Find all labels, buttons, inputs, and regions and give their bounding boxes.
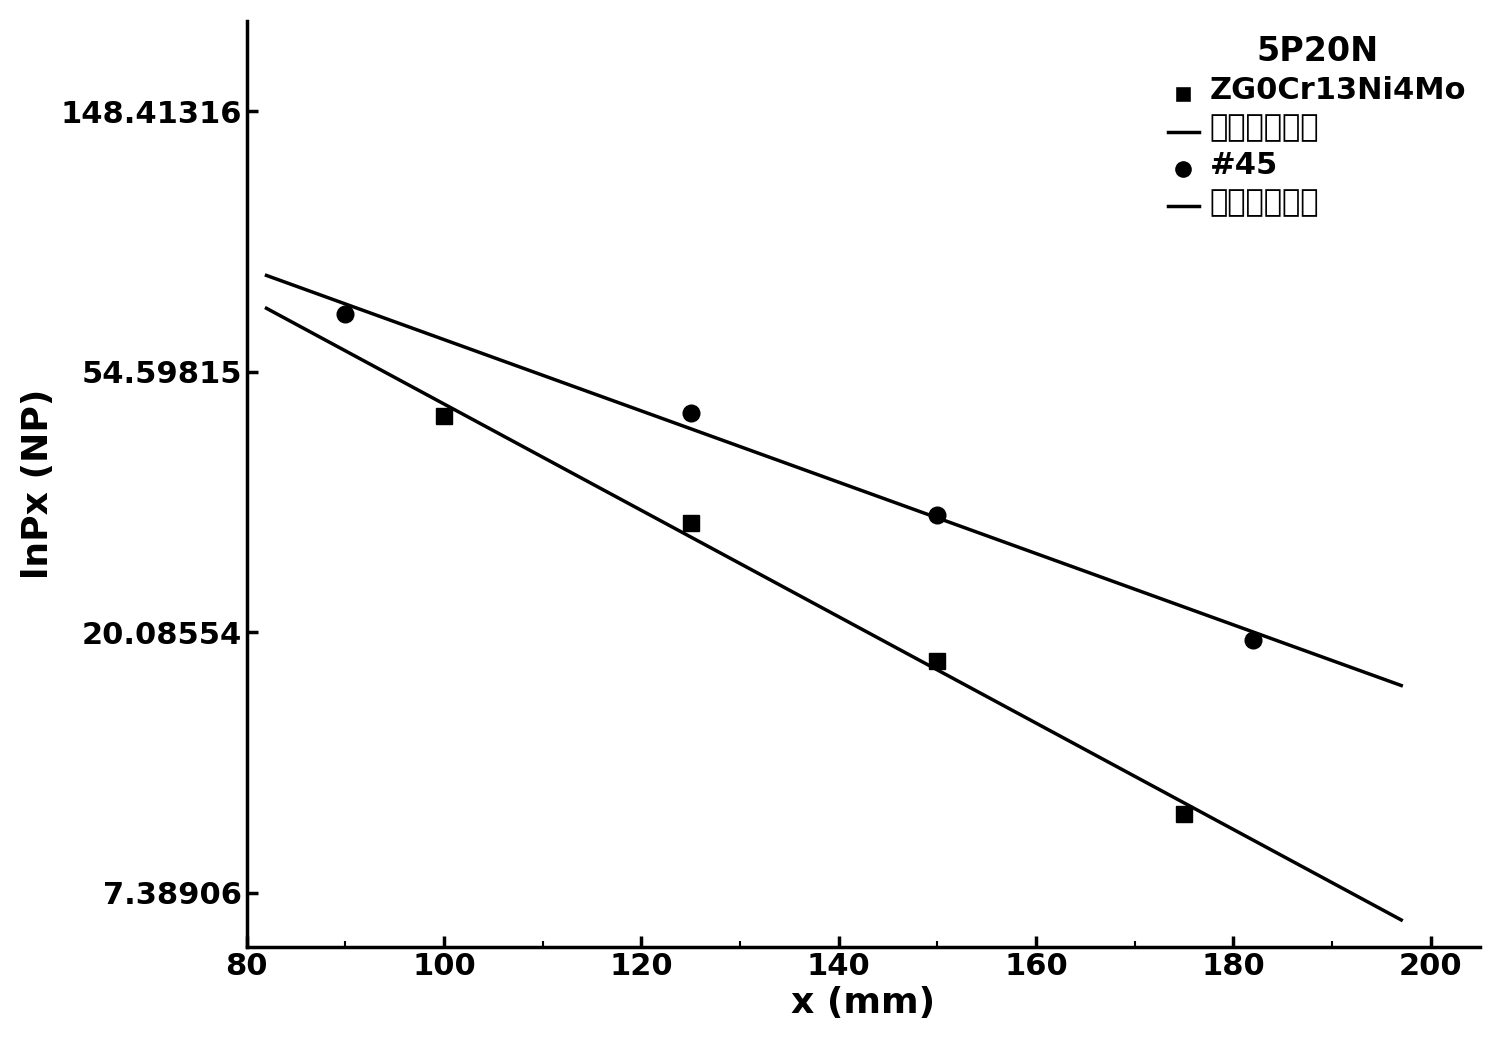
Y-axis label: lnPx (NP): lnPx (NP) (21, 388, 56, 579)
Legend: ZG0Cr13Ni4Mo, 拟合线性曲线, #45, 拟合线性曲线: ZG0Cr13Ni4Mo, 拟合线性曲线, #45, 拟合线性曲线 (1162, 28, 1472, 224)
X-axis label: x (mm): x (mm) (791, 986, 935, 1020)
